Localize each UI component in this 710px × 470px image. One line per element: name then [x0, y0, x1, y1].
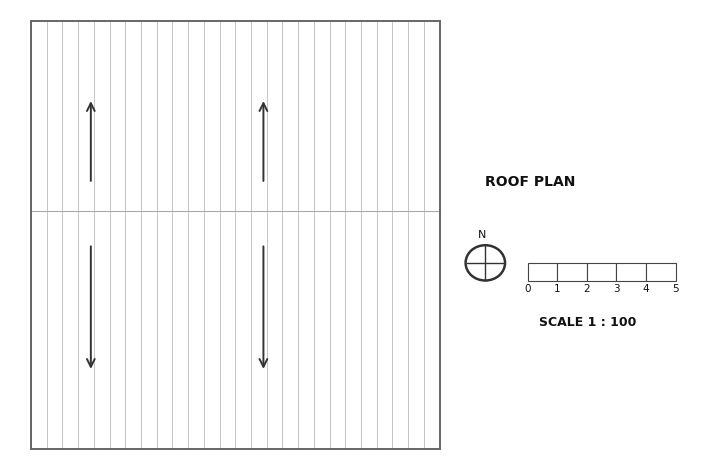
Text: 5: 5: [672, 284, 679, 294]
Text: 1: 1: [554, 284, 560, 294]
Text: 4: 4: [643, 284, 649, 294]
Bar: [646, 263, 675, 282]
Bar: [31, 21, 439, 449]
Text: N: N: [478, 230, 486, 240]
Text: 0: 0: [525, 284, 531, 294]
Text: SCALE 1 : 100: SCALE 1 : 100: [540, 316, 637, 329]
Bar: [557, 263, 586, 282]
Bar: [616, 263, 646, 282]
Text: 2: 2: [584, 284, 590, 294]
Bar: [528, 263, 557, 282]
Text: 3: 3: [613, 284, 620, 294]
Bar: [586, 263, 616, 282]
Ellipse shape: [466, 245, 505, 281]
Text: ROOF PLAN: ROOF PLAN: [486, 174, 576, 188]
